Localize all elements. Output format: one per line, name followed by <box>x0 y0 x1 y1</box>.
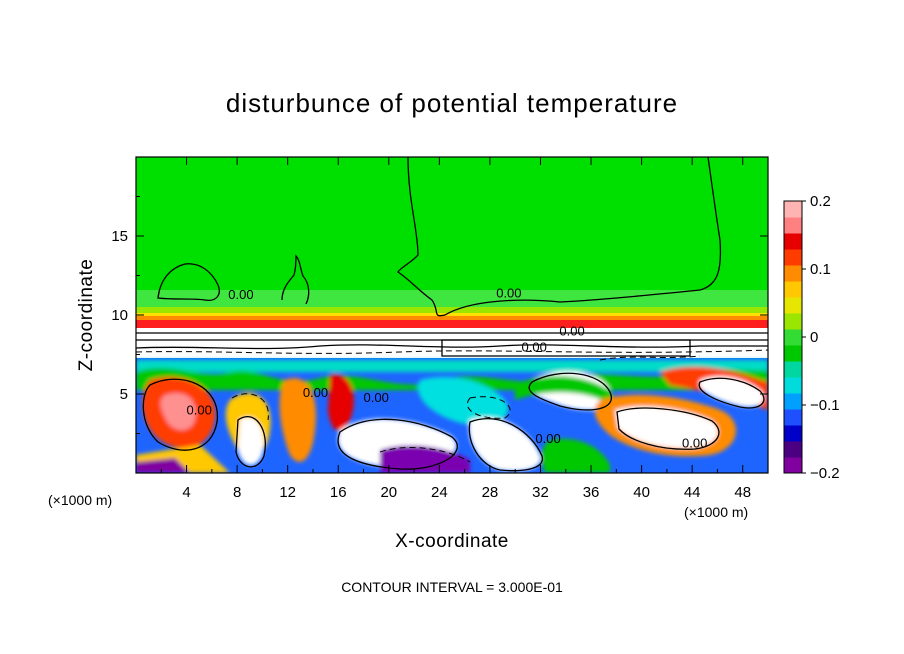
colorbar-swatch <box>784 297 802 314</box>
x-tick-label: 16 <box>330 484 347 501</box>
field-band-yellow <box>136 313 768 318</box>
colorbar-swatch <box>784 265 802 282</box>
x-tick-label: 8 <box>233 484 241 501</box>
colorbar-swatch <box>784 329 802 346</box>
contour-label: 0.00 <box>364 390 389 405</box>
chart-title: disturbunce of potential temperature <box>226 88 678 118</box>
y-axis-title: Z-coordinate <box>76 259 97 372</box>
colorbar-swatch <box>784 441 802 458</box>
colorbar-tick-label: −0.2 <box>810 465 840 482</box>
colorbar-swatch <box>784 233 802 250</box>
contour-lines <box>136 157 768 472</box>
x-tick-label: 4 <box>182 484 190 501</box>
colorbar-tick-label: −0.1 <box>810 397 840 414</box>
x-tick-label: 48 <box>734 484 751 501</box>
contour-lines-dashed <box>136 349 768 463</box>
x-tick-label: 24 <box>431 484 448 501</box>
colorbar-swatch <box>784 409 802 426</box>
contour-label: 0.00 <box>535 431 560 446</box>
contour-label: 0.00 <box>522 339 547 354</box>
x-tick-label: 44 <box>684 484 701 501</box>
x-axis-title: X-coordinate <box>395 531 509 552</box>
colorbar-swatch <box>784 281 802 298</box>
colorbar-swatch <box>784 201 802 218</box>
colorbar-swatch <box>784 425 802 442</box>
colorbar-swatch <box>784 457 802 474</box>
field-band-orange <box>136 316 768 322</box>
colorbar-swatch <box>784 249 802 266</box>
colorbar-swatch <box>784 377 802 394</box>
y-tick-label: 5 <box>120 386 128 403</box>
colorbar-swatch <box>784 313 802 330</box>
x-unit-label-left: (×1000 m) <box>48 492 112 508</box>
y-axis: 5 10 15 <box>111 196 768 434</box>
contour-label: 0.00 <box>682 436 707 451</box>
x-tick-label: 36 <box>583 484 600 501</box>
colorbar-swatch <box>784 361 802 378</box>
contour-label: 0.00 <box>496 286 521 301</box>
field-band-red <box>136 320 768 328</box>
x-tick-label: 40 <box>633 484 650 501</box>
y-tick-label: 15 <box>111 228 128 245</box>
contour-labels: 0.00 0.00 0.00 0.00 0.00 0.00 0.00 0.00 0.00 <box>187 286 708 451</box>
x-tick-label: 32 <box>532 484 549 501</box>
contour-label: 0.00 <box>187 403 212 418</box>
contour-interval-note: CONTOUR INTERVAL = 3.000E-01 <box>341 579 563 595</box>
colorbar-swatch <box>784 217 802 234</box>
turbulent-blobs <box>136 360 768 473</box>
colorbar-swatch <box>784 393 802 410</box>
contour-label: 0.00 <box>228 287 253 302</box>
colorbar-tick-label: 0 <box>810 329 818 346</box>
x-axis: 4 8 12 16 20 24 28 32 36 40 44 48 <box>160 157 751 501</box>
x-tick-label: 12 <box>279 484 296 501</box>
contour-label: 0.00 <box>559 324 584 339</box>
colorbar-tick-label: 0.1 <box>810 261 831 278</box>
x-tick-label: 28 <box>482 484 499 501</box>
y-tick-label: 10 <box>111 307 128 324</box>
heatmap-field: 0.00 0.00 0.00 0.00 0.00 0.00 0.00 0.00 0.00 <box>136 157 768 473</box>
colorbar-tick-label: 0.2 <box>810 193 831 210</box>
x-unit-label-right: (×1000 m) <box>684 504 748 520</box>
colorbar: 0.2 0.1 0 −0.1 −0.2 <box>783 193 840 482</box>
colorbar-swatch <box>784 345 802 362</box>
contour-label: 0.00 <box>303 385 328 400</box>
x-tick-label: 20 <box>380 484 397 501</box>
